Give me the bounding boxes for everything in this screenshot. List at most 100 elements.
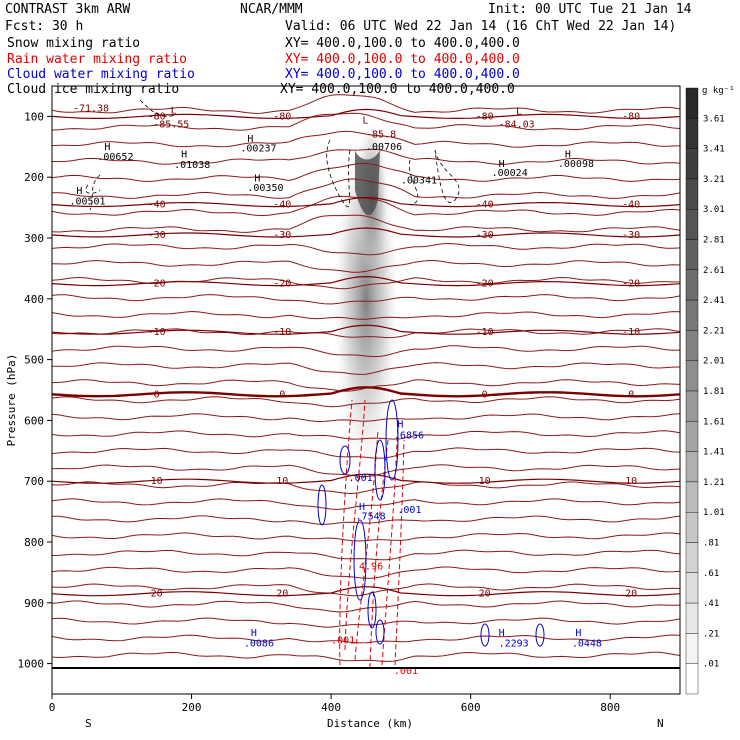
isotherm-label--20: -20: [148, 279, 166, 290]
colorbar-label: 1.01: [703, 508, 725, 518]
y-tick-label-1000: 1000: [18, 658, 45, 671]
field-label: .00024: [492, 168, 528, 179]
colorbar-label: .61: [703, 569, 719, 579]
y-tick-label-700: 700: [24, 475, 44, 488]
colorbar-label: 2.21: [703, 326, 725, 336]
field-label: H: [76, 186, 82, 197]
field-label: H: [104, 142, 110, 153]
field-label: .01038: [174, 160, 210, 171]
temperature-contour-line: [52, 498, 680, 510]
colorbar-swatch: [685, 542, 699, 573]
colorbar-swatch: [685, 633, 699, 664]
temperature-contour-line: [52, 634, 680, 644]
colorbar-label: .21: [703, 629, 719, 639]
field-label: .0448: [572, 639, 602, 650]
snow-contours: [85, 99, 460, 211]
isotherm--20: [52, 275, 680, 287]
colorbar-label: 3.01: [703, 205, 725, 215]
isotherm-20: [52, 586, 680, 597]
isotherm-label--40: -40: [476, 200, 494, 211]
field-label: H: [247, 134, 253, 145]
colorbar-label: 3.61: [703, 114, 725, 124]
temperature-contour-line: [52, 515, 680, 525]
isotherm-label-20: 20: [479, 589, 491, 600]
temperature-contour-line: [52, 195, 680, 217]
temperature-contour-line: [52, 162, 680, 183]
x-tick-label-600: 600: [461, 701, 481, 714]
isotherm-label-10: 10: [479, 476, 491, 487]
temperature-contour-line: [52, 583, 680, 597]
y-tick-label-100: 100: [24, 110, 44, 123]
x-tick-label-0: 0: [49, 701, 56, 714]
colorbar-swatch: [685, 178, 699, 210]
isotherm-10: [52, 473, 680, 484]
isotherm-label-0: 0: [154, 389, 160, 400]
y-tick-label-600: 600: [24, 414, 44, 427]
colorbar-swatch: [685, 208, 699, 240]
isotherm-label--40: -40: [273, 200, 291, 211]
south-label: S: [85, 717, 92, 730]
isotherm--30: [52, 227, 680, 238]
temperature-contour-line: [52, 242, 680, 256]
isotherm--80: [52, 108, 680, 120]
field-label: .00706: [366, 142, 402, 153]
x-tick-label-400: 400: [321, 701, 341, 714]
temperature-contour-line: [52, 130, 680, 148]
field-label: -71.38: [73, 104, 109, 115]
colorbar: 3.61 3.41 3.21 3.01 2.81 2.61 2.41 2.21 2.01 1.81…: [685, 87, 725, 695]
colorbar-swatch: [685, 360, 699, 392]
temperature-contour-line: [52, 345, 680, 358]
field-label: .00652: [97, 152, 133, 163]
temperature-contour-line: [52, 532, 680, 542]
field-label: -84.03: [499, 119, 535, 130]
colorbar-label: 1.61: [703, 417, 725, 427]
field-annotations: -71.38 L-85.55 L-85.8L-84.03H.00652 H.01038…: [69, 104, 602, 677]
field-label: .7548: [356, 512, 386, 523]
field-label: .2293: [499, 639, 529, 650]
field-label: -85.55: [153, 119, 189, 130]
field-label: L: [171, 105, 177, 116]
colorbar-unit: g kg⁻¹: [702, 86, 735, 96]
init-time: Init: 00 UTC Tue 21 Jan 14: [488, 2, 692, 17]
temperature-contour-line: [52, 617, 680, 628]
isotherm--40: [52, 196, 680, 208]
field-label: .6856: [394, 431, 424, 442]
temperature-contour-line: [52, 362, 680, 375]
temperature-contour-line: [52, 178, 680, 199]
isotherm-label--10: -10: [148, 327, 166, 338]
forecast-hour: Fcst: 30 h: [5, 19, 83, 34]
colorbar-label: 3.41: [703, 145, 725, 155]
y-tick-label-300: 300: [24, 232, 44, 245]
x-axis: 0 200 400 600 800: [49, 694, 620, 714]
y-axis: 100 200 300 400 500 600 700 800 900 1000: [18, 110, 52, 671]
colorbar-swatch: [685, 481, 699, 513]
isotherm-label-10: 10: [625, 476, 637, 487]
isotherm-label-10: 10: [276, 476, 288, 487]
plot-frame: [51, 85, 681, 695]
x-tick-label-200: 200: [182, 701, 202, 714]
isotherm-label-0: 0: [279, 389, 285, 400]
temperature-contour-line: [52, 94, 680, 114]
north-label: N: [657, 717, 664, 730]
colorbar-label: 2.41: [703, 296, 725, 306]
colorbar-swatch: [685, 118, 699, 149]
legend-snow-xy: XY= 400.0,100.0 to 400.0,400.0: [285, 36, 520, 51]
temperature-contour-line: [52, 294, 680, 305]
field-label: .00350: [247, 183, 283, 194]
isotherm-label--30: -30: [273, 230, 291, 241]
legend-snow: Snow mixing ratio: [7, 36, 140, 51]
isotherm-label--80: -80: [476, 111, 494, 122]
y-tick-label-900: 900: [24, 597, 44, 610]
isotherm-label--40: -40: [148, 200, 166, 211]
temperature-contour-line: [52, 259, 680, 273]
colorbar-label: .81: [703, 539, 719, 549]
temperature-contour-line: [52, 214, 680, 233]
colorbar-swatch: [685, 390, 699, 422]
colorbar-swatch: [685, 572, 699, 604]
colorbar-swatch: [685, 663, 699, 695]
isotherm--10: [52, 324, 680, 335]
field-label: .00341: [401, 175, 437, 186]
isotherm-label--80: -80: [148, 111, 166, 122]
colorbar-label: 1.81: [703, 387, 725, 397]
